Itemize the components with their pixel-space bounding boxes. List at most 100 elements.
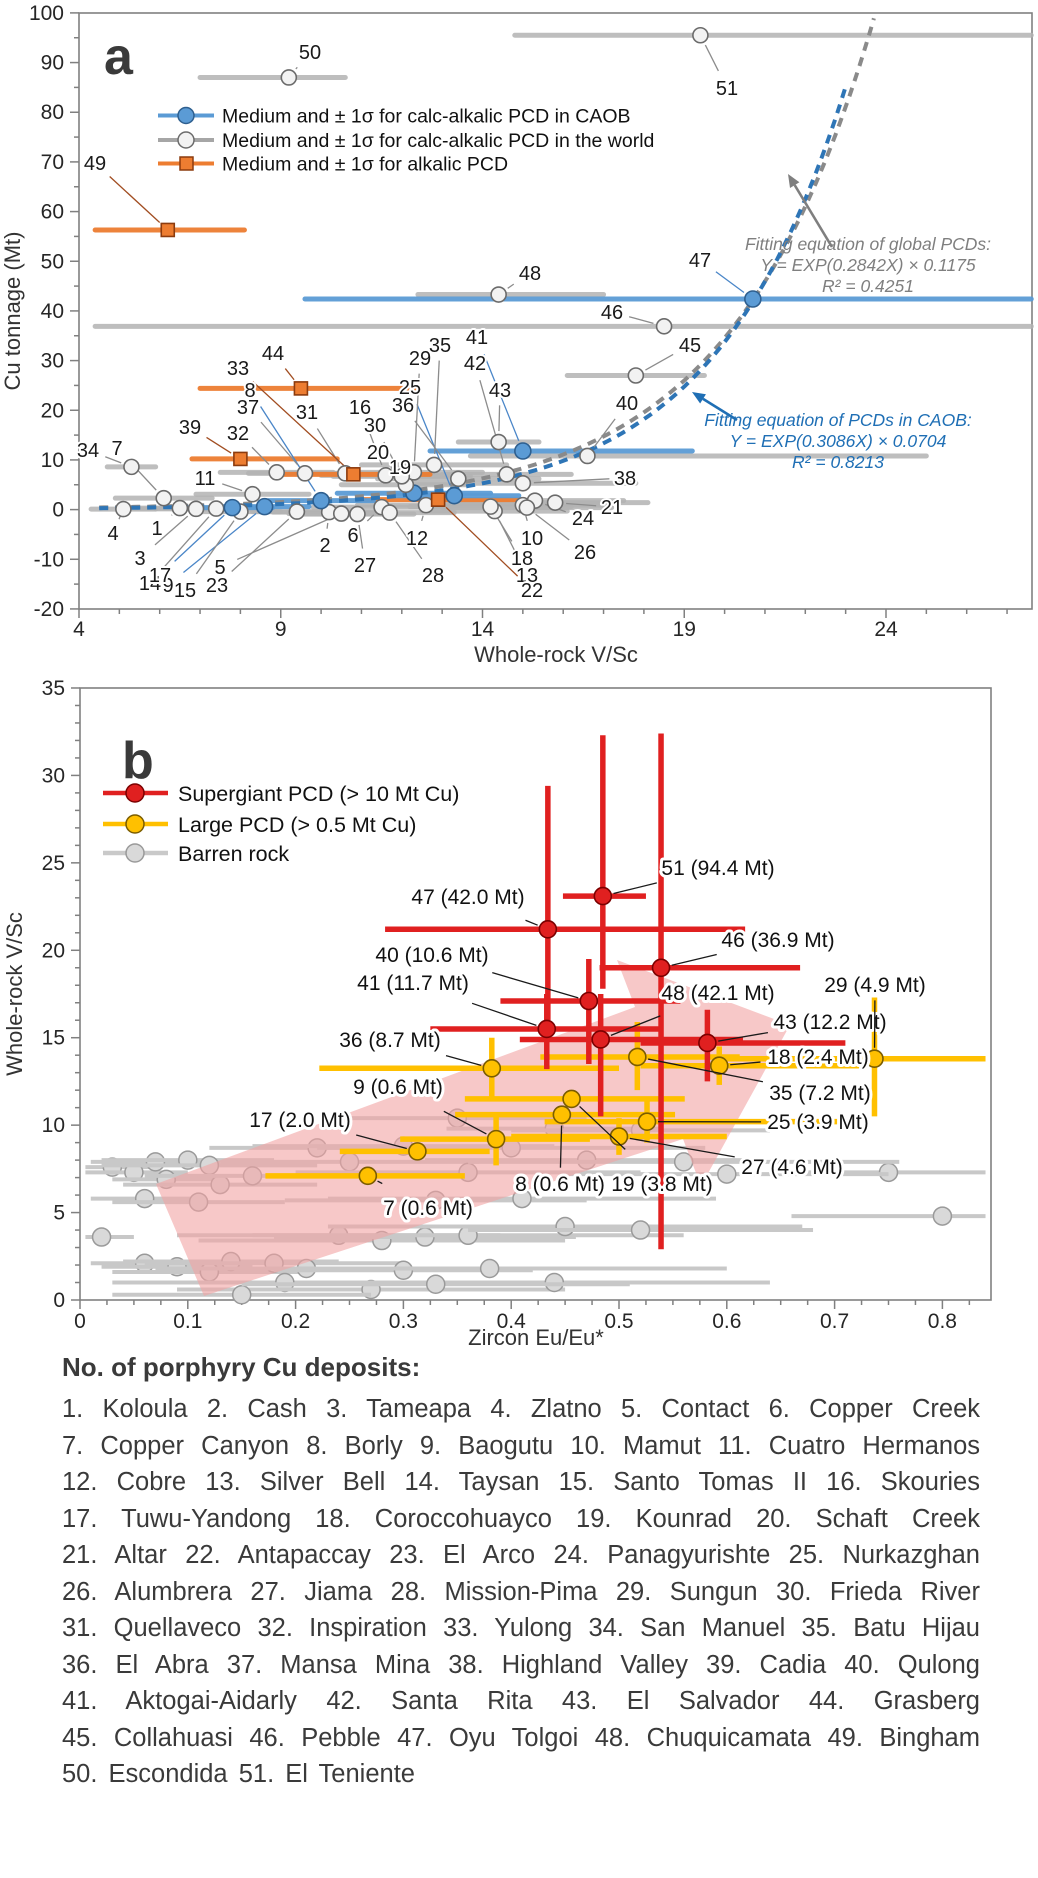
point-a-25 xyxy=(445,486,464,505)
deposit-item: 4. Zlatno xyxy=(490,1395,602,1423)
deposit-item: 31. Quellaveco xyxy=(62,1614,242,1642)
panel-b-legend: Supergiant PCD (> 10 Mt Cu) Large PCD (> … xyxy=(103,782,459,866)
fit-curve-caob xyxy=(99,88,847,511)
panel-b-points xyxy=(358,886,884,1186)
svg-text:10: 10 xyxy=(42,1114,65,1137)
deposit-item: 33. Yulong xyxy=(443,1614,573,1642)
point-a-17 xyxy=(223,498,242,517)
panel-a-points xyxy=(115,26,762,523)
label-a-10: 10 xyxy=(521,528,543,550)
point-a-28 xyxy=(381,504,398,521)
deposit-list: 1. Koloula 2. Cash 3. Tameapa 4. Zlatno … xyxy=(62,1391,980,1793)
point-a-23 xyxy=(288,503,306,520)
label-a-14: 14 xyxy=(139,573,161,595)
point-a-7 xyxy=(155,489,173,507)
barren-point xyxy=(717,1164,737,1184)
panel-a-fit-annotations: Fitting equation of global PCDs:Y = EXP(… xyxy=(692,174,991,472)
panel-b-labels: 47 (42.0 Mt) 51 (94.4 Mt) 46 (36.9 Mt) 40 (… xyxy=(246,854,929,1223)
point-a-33 xyxy=(346,467,361,482)
label-a-46: 46 xyxy=(601,302,623,324)
legend-b-barren: Barren rock xyxy=(178,842,289,866)
deposit-item: 16. Skouries xyxy=(826,1468,980,1496)
label-a-33: 33 xyxy=(227,358,249,380)
svg-text:5: 5 xyxy=(53,1202,65,1225)
label-b-40: 40 (10.6 Mt) xyxy=(375,944,488,967)
label-a-23: 23 xyxy=(206,575,228,597)
label-b-19: 19 (3.8 Mt) xyxy=(611,1173,713,1196)
point-b-27 xyxy=(609,1127,629,1146)
point-a-22 xyxy=(430,492,446,507)
svg-text:80: 80 xyxy=(41,101,64,124)
deposit-item: 49. Bingham xyxy=(827,1723,980,1752)
svg-text:19: 19 xyxy=(673,618,696,641)
deposit-item: 50. Escondida xyxy=(62,1760,228,1788)
deposit-item: 12. Cobre xyxy=(62,1468,187,1496)
deposit-item: 47. Oyu Tolgoi xyxy=(397,1723,579,1752)
label-b-27: 27 (4.6 Mt) xyxy=(741,1156,843,1179)
point-a-27 xyxy=(349,505,366,523)
svg-text:0.5: 0.5 xyxy=(604,1310,633,1333)
point-a-37 xyxy=(296,465,314,482)
label-a-21: 21 xyxy=(601,497,623,519)
svg-text:14: 14 xyxy=(471,618,495,641)
label-a-47: 47 xyxy=(689,250,711,272)
legend-a-caob: Medium and ± 1σ for calc-alkalic PCD in … xyxy=(222,106,631,128)
panel-b-tag: b xyxy=(122,732,154,790)
barren-point xyxy=(555,1216,575,1237)
fit-text-caob: Fitting equation of PCDs in CAOB: xyxy=(704,410,972,430)
point-a-18 xyxy=(482,498,499,515)
deposit-item: 15. Santo Tomas II xyxy=(558,1468,807,1496)
point-b-51 xyxy=(593,886,613,906)
deposit-item: 40. Qulong xyxy=(844,1650,980,1679)
barren-point xyxy=(630,1220,651,1240)
deposit-item: 25. Nurkazghan xyxy=(788,1541,980,1569)
svg-text:35: 35 xyxy=(42,677,65,700)
point-b-41 xyxy=(537,1019,557,1039)
fit-text-world: Y = EXP(0.2842X) × 0.1175 xyxy=(760,255,976,275)
label-b-43: 43 (12.2 Mt) xyxy=(773,1011,886,1034)
label-a-36: 36 xyxy=(392,395,414,417)
label-a-12: 12 xyxy=(406,528,428,550)
label-a-37: 37 xyxy=(237,397,259,419)
label-b-9: 9 (0.6 Mt) xyxy=(353,1076,443,1099)
svg-text:25: 25 xyxy=(42,852,65,875)
svg-text:0.3: 0.3 xyxy=(389,1310,418,1333)
point-a-49 xyxy=(160,222,176,238)
deposit-item: 45. Collahuasi xyxy=(62,1723,233,1752)
point-b-29 xyxy=(865,1049,884,1068)
point-a-26 xyxy=(518,499,536,516)
deposit-item: 30. Frieda River xyxy=(776,1577,980,1606)
deposit-item: 1. Koloula xyxy=(62,1395,188,1423)
deposit-item: 32. Inspiration xyxy=(257,1614,427,1642)
fit-text-caob: Y = EXP(0.3086X) × 0.0704 xyxy=(730,431,947,451)
point-b-47 xyxy=(538,919,558,939)
panel-b-axes: 0 0.1 0.2 0.3 0.4 0.5 0.6 0.7 0.8 0 5 10 15 20 25 30 35 Z… xyxy=(2,677,992,1350)
point-a-3 xyxy=(187,500,205,518)
point-b-19 xyxy=(562,1089,581,1109)
label-b-47: 47 (42.0 Mt) xyxy=(411,886,524,909)
label-b-17: 17 (2.0 Mt) xyxy=(249,1109,351,1132)
panel-b-trend-arrow xyxy=(156,960,790,1296)
deposit-item: 46. Pebble xyxy=(249,1723,381,1752)
label-a-35: 35 xyxy=(429,335,451,357)
deposit-item: 29. Sungun xyxy=(615,1577,758,1606)
svg-text:50: 50 xyxy=(41,250,64,273)
label-a-24: 24 xyxy=(572,508,594,530)
deposit-item: 26. Alumbrera xyxy=(62,1577,233,1606)
deposit-item: 38. Highland Valley xyxy=(448,1650,688,1679)
deposit-item: 34. San Manuel xyxy=(588,1614,786,1642)
label-a-13: 13 xyxy=(516,565,538,587)
label-a-20: 20 xyxy=(367,442,389,464)
legend-a-alkalic: Medium and ± 1σ for alkalic PCD xyxy=(222,154,508,176)
svg-text:20: 20 xyxy=(42,939,65,962)
deposit-item: 48. Chuquicamata xyxy=(594,1723,812,1752)
point-a-16 xyxy=(377,467,394,484)
label-a-8: 8 xyxy=(244,380,255,402)
point-a-42 xyxy=(498,466,516,483)
deposit-item: 44. Grasberg xyxy=(808,1687,980,1715)
deposit-item: 3. Tameapa xyxy=(326,1395,472,1423)
label-a-2: 2 xyxy=(319,535,330,557)
label-a-50: 50 xyxy=(299,42,321,64)
label-a-34: 34 xyxy=(77,440,99,462)
point-b-8 xyxy=(552,1105,572,1124)
